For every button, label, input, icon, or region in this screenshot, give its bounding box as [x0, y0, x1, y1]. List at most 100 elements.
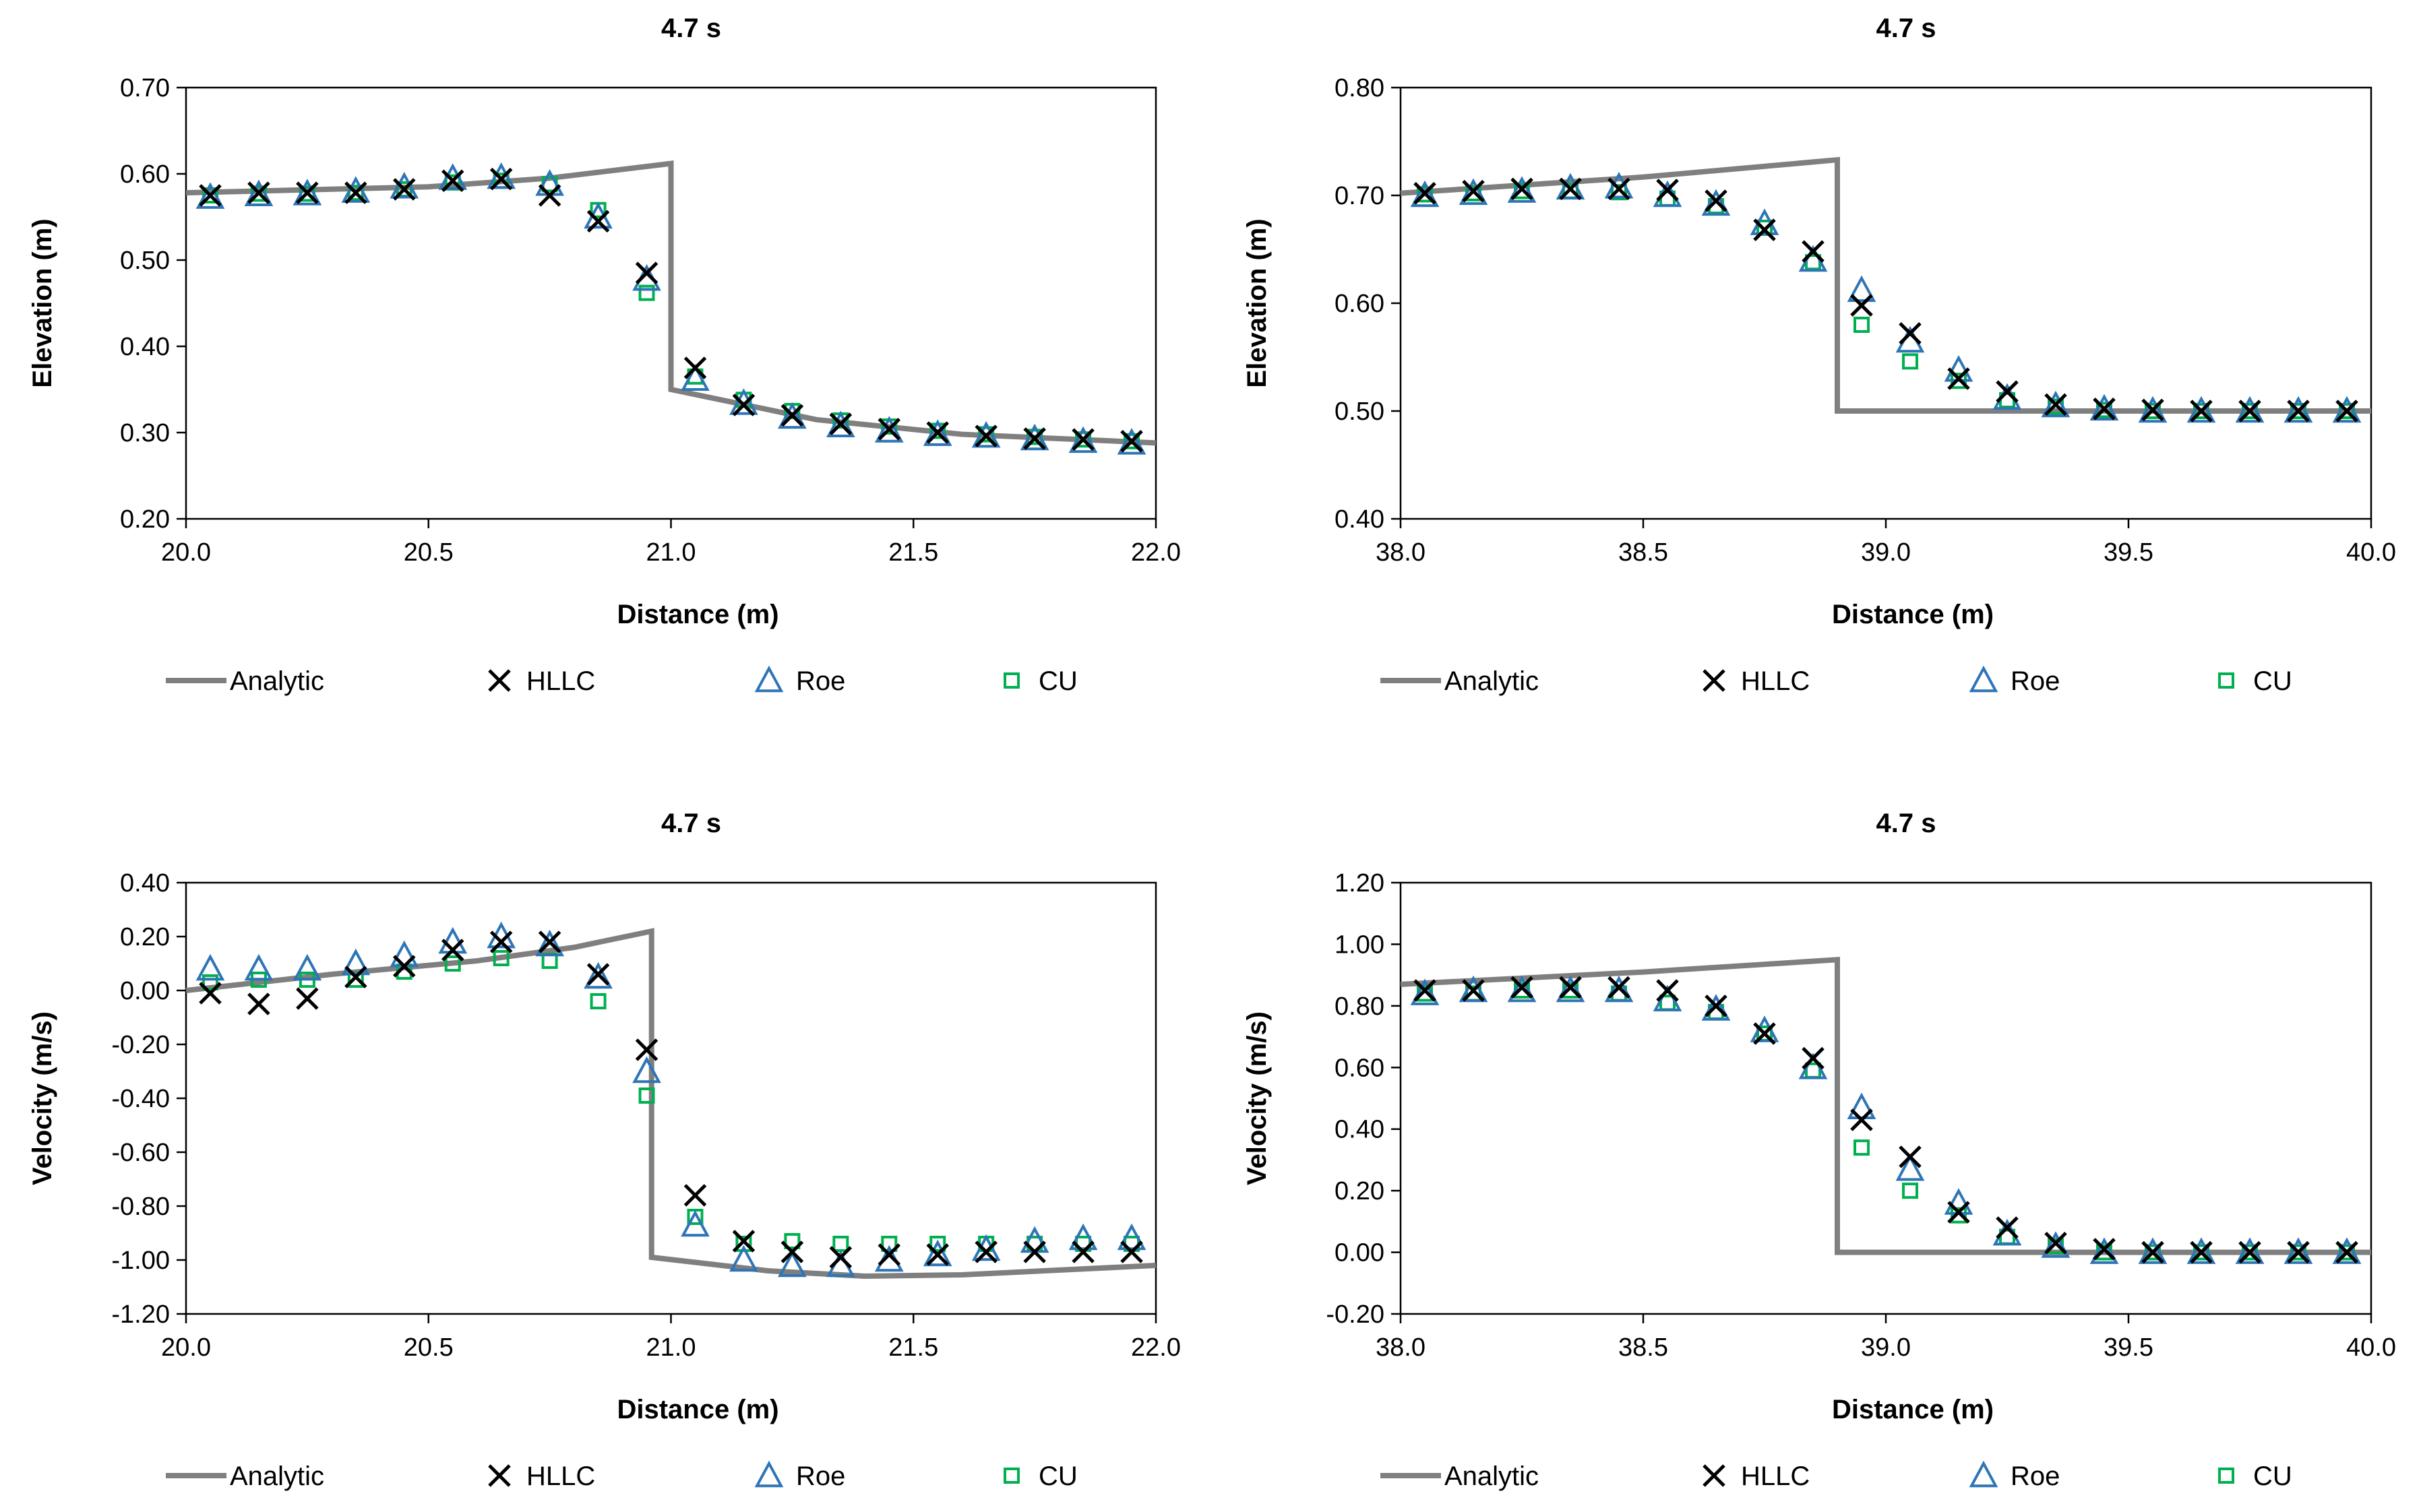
- hllc-point-3: [1559, 976, 1582, 999]
- chart-title: 4.7 s: [661, 13, 721, 43]
- y-tick-label: -1.00: [111, 1247, 170, 1275]
- x-tick-label: 39.0: [1861, 1333, 1911, 1362]
- roe-point-9: [632, 1056, 661, 1083]
- legend-item-roe: Roe: [1969, 1460, 2060, 1491]
- series-cu: [1417, 982, 2355, 1261]
- roe-point-4: [1604, 171, 1634, 199]
- x-tick-label: 21.5: [888, 538, 938, 567]
- roe-point-17: [1020, 1226, 1049, 1253]
- legend-label: CU: [1039, 666, 1078, 696]
- roe-point-3: [341, 176, 371, 203]
- roe-point-1: [1459, 178, 1488, 206]
- hllc-point-3: [1559, 177, 1582, 201]
- roe-point-4: [390, 940, 419, 968]
- hllc-point-0: [1413, 182, 1436, 205]
- roe-point-12: [1992, 1218, 2022, 1246]
- roe-point-0: [195, 182, 225, 209]
- roe-point-6: [1701, 189, 1731, 216]
- roe-point-0: [195, 953, 225, 981]
- plot-area: [1399, 86, 2372, 520]
- hllc-point-4: [1607, 976, 1630, 999]
- hllc-point-4: [393, 955, 416, 978]
- series-cu: [1417, 183, 2355, 419]
- y-axis-label: Velocity (m/s): [28, 1011, 57, 1185]
- hllc-point-12: [780, 404, 804, 427]
- legend-item-analytic: Analytic: [1380, 1461, 1539, 1491]
- legend-hllc-point-legend: [1703, 669, 1725, 692]
- x-tick-label: 38.5: [1618, 538, 1668, 567]
- roe-point-9: [1847, 275, 1876, 303]
- legend-item-cu: CU: [1004, 1461, 1078, 1491]
- cu-point-8: [590, 993, 607, 1009]
- y-tick-label: -1.20: [111, 1300, 170, 1329]
- hllc-point-9: [635, 261, 658, 284]
- hllc-point-11: [732, 1230, 756, 1253]
- x-tick-label: 20.0: [161, 538, 211, 567]
- cu-point-9: [638, 1088, 655, 1104]
- hllc-point-7: [1753, 218, 1776, 241]
- legend-label: CU: [1039, 1461, 1078, 1491]
- series-hllc: [199, 931, 1143, 1269]
- y-tick-label: -0.80: [111, 1193, 170, 1221]
- hllc-point-17: [1023, 1240, 1046, 1263]
- chart-title: 4.7 s: [1876, 809, 1936, 838]
- y-tick-label: -0.20: [111, 1031, 170, 1059]
- y-tick-label: 0.70: [1335, 182, 1384, 210]
- y-tick-label: 0.60: [120, 160, 170, 189]
- roe-point-10: [1895, 1154, 1925, 1181]
- hllc-point-5: [1656, 179, 1679, 201]
- x-tick-label: 38.5: [1618, 1333, 1668, 1362]
- legend-label: HLLC: [526, 1461, 595, 1491]
- chart-elevation-right: 4.7 s 0.40 0.50 0.60 0.70 0.80 38.0 38.5 39.0 39.…: [1242, 13, 2396, 696]
- x-tick-label: 20.5: [404, 1333, 454, 1362]
- hllc-point-18: [2287, 1240, 2310, 1264]
- roe-point-14: [2089, 1237, 2119, 1264]
- y-tick-label: -0.40: [111, 1085, 170, 1113]
- roe-point-10: [681, 1209, 710, 1237]
- y-tick-label: 0.60: [1335, 290, 1384, 318]
- legend-hllc-point-legend: [1703, 1464, 1725, 1487]
- hllc-point-16: [975, 424, 998, 447]
- legend-hllc-point-legend: [488, 669, 511, 692]
- chart-title: 4.7 s: [661, 809, 721, 838]
- y-tick-label: 0.20: [120, 923, 170, 951]
- roe-point-15: [2138, 396, 2168, 423]
- chart-title: 4.7 s: [1876, 13, 1936, 43]
- roe-point-11: [729, 1245, 758, 1272]
- roe-point-3: [341, 948, 371, 976]
- roe-point-1: [1459, 975, 1488, 1003]
- x-axis-label: Distance (m): [617, 600, 778, 629]
- x-tick-label: 21.0: [646, 538, 696, 567]
- series-hllc: [1413, 177, 2358, 422]
- roe-point-7: [1750, 1015, 1779, 1042]
- hllc-point-5: [441, 939, 464, 962]
- hllc-point-10: [683, 356, 707, 379]
- roe-point-17: [1020, 423, 1049, 451]
- legend-cu-point-legend: [1004, 1468, 1020, 1484]
- hllc-point-1: [247, 181, 270, 204]
- legend-roe-point-legend: [754, 665, 784, 693]
- cu-point-4: [1611, 184, 1627, 201]
- legend-label: Roe: [796, 666, 845, 696]
- hllc-point-10: [683, 1184, 707, 1207]
- roe-point-13: [2041, 390, 2071, 418]
- chart-velocity-left: 4.7 s -1.20 -1.00 -0.80 -0.60 -0.40 -0.20 0.00 0…: [28, 809, 1181, 1491]
- analytic-line: [1400, 957, 2371, 1255]
- roe-point-16: [971, 420, 1001, 448]
- hllc-point-17: [2238, 1240, 2261, 1264]
- roe-point-16: [2186, 396, 2216, 423]
- hllc-point-19: [1120, 1240, 1143, 1263]
- hllc-point-7: [538, 184, 561, 207]
- hllc-point-18: [2287, 400, 2310, 422]
- y-tick-label: -0.60: [111, 1139, 170, 1167]
- hllc-point-8: [1802, 240, 1825, 263]
- hllc-point-2: [1510, 976, 1533, 999]
- x-tick-label: 38.0: [1376, 1333, 1426, 1362]
- hllc-point-18: [1072, 1240, 1095, 1263]
- hllc-point-19: [1120, 430, 1143, 453]
- hllc-point-1: [247, 993, 270, 1015]
- series-roe: [1410, 975, 2362, 1264]
- legend-item-hllc: HLLC: [1703, 1461, 1810, 1491]
- roe-point-2: [1507, 975, 1537, 1003]
- y-tick-label: 0.50: [120, 247, 170, 275]
